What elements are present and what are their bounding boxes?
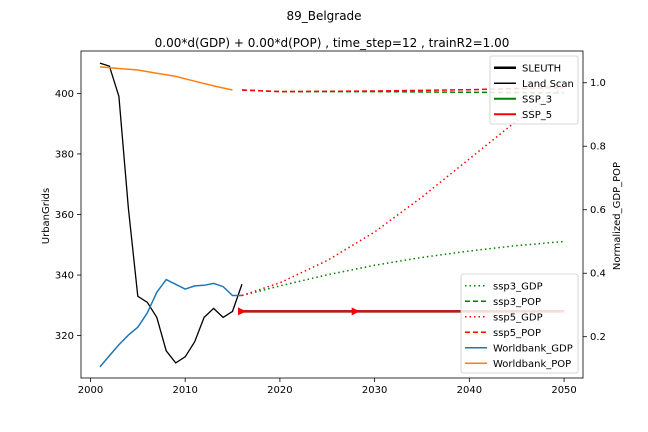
- legend-label-land-scan: Land Scan: [522, 79, 574, 90]
- x-tick-label: 2010: [172, 385, 197, 396]
- x-tick-label: 2020: [267, 385, 292, 396]
- legend-label-worldbank-pop: Worldbank_POP: [493, 359, 571, 370]
- chart-suptitle: 89_Belgrade: [286, 9, 361, 23]
- legend-label-ssp-3: SSP_3: [522, 94, 552, 105]
- legend-box: [489, 55, 579, 125]
- y-right-tick-label: 0.2: [590, 332, 606, 343]
- legend-box: [460, 273, 579, 374]
- series-worldbank-gdp: [99, 278, 242, 368]
- y-right-tick-label: 0.8: [590, 142, 606, 153]
- legend-label-ssp5-pop: ssp5_POP: [493, 328, 541, 339]
- x-tick-label: 2040: [457, 385, 482, 396]
- y-right-tick-label: 1.0: [590, 78, 606, 89]
- legend-label-ssp-5: SSP_5: [522, 110, 552, 121]
- y-right-tick-label: 0.6: [590, 205, 606, 216]
- legend-upper: SLEUTH Land Scan SSP_3 SSP_5: [489, 55, 579, 125]
- y-axis-left-label: UrbanGrids: [41, 188, 52, 244]
- y-axis-right-label: Normalized_GDP_POP: [612, 162, 623, 270]
- chart-title: 0.00*d(GDP) + 0.00*d(POP) , time_step=12…: [155, 36, 510, 50]
- y-left-tick-label: 400: [55, 89, 74, 100]
- y-left-tick-label: 380: [55, 149, 74, 160]
- y-right-tick-label: 0.4: [590, 269, 606, 280]
- x-tick-label: 2030: [362, 385, 387, 396]
- legend-lower: ssp3_GDP ssp3_POP ssp5_GDP ssp5_POP Worldban…: [460, 273, 579, 374]
- x-tick-label: 2050: [551, 385, 576, 396]
- series-land-scan: [99, 62, 243, 364]
- legend-label-sleuth: SLEUTH: [522, 63, 561, 74]
- y-left-tick-label: 320: [55, 331, 74, 342]
- legend-label-ssp5-gdp: ssp5_GDP: [493, 312, 543, 323]
- series-ssp-5-marker: [238, 307, 247, 316]
- x-tick-label: 2000: [78, 385, 103, 396]
- legend-label-worldbank-gdp: Worldbank_GDP: [493, 343, 573, 354]
- y-left-tick-label: 340: [55, 271, 74, 282]
- series-ssp-5-marker: [351, 307, 360, 316]
- legend-label-ssp3-pop: ssp3_POP: [493, 297, 541, 308]
- series-worldbank-pop: [99, 66, 233, 91]
- legend-label-ssp3-gdp: ssp3_GDP: [493, 281, 543, 292]
- y-left-tick-label: 360: [55, 210, 74, 221]
